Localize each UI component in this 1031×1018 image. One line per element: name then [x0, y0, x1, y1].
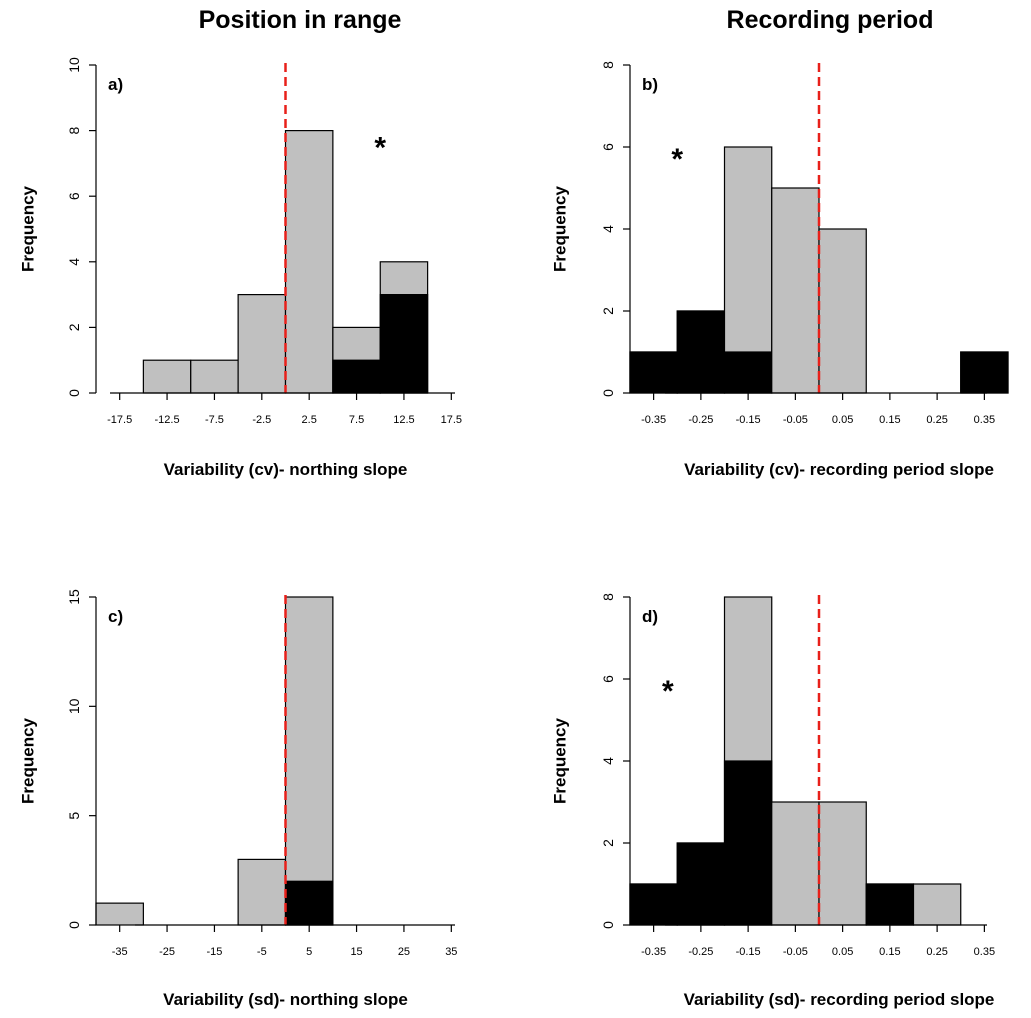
x-axis-label: Variability (cv)- recording period slope [684, 460, 994, 479]
y-tick-label: 15 [66, 589, 82, 605]
x-tick-label: -0.15 [736, 946, 761, 958]
panel-label: c) [108, 607, 123, 626]
bar-significant-8 [960, 351, 1009, 394]
bar-significant-5 [332, 359, 381, 394]
y-tick-label: 0 [600, 921, 616, 929]
x-tick-label: 0.25 [926, 414, 947, 426]
x-tick-label: 0.05 [832, 946, 853, 958]
y-tick-label: 2 [600, 307, 616, 315]
x-tick-label: -25 [159, 946, 175, 958]
bar-total-5 [818, 228, 867, 394]
y-tick-label: 8 [600, 593, 616, 601]
x-tick-label: -17.5 [107, 414, 132, 426]
x-tick-label: 0.05 [832, 414, 853, 426]
bar-total-1 [95, 902, 144, 926]
bar-total-1 [142, 359, 192, 394]
x-tick-label: -0.15 [736, 414, 761, 426]
x-tick-label: -7.5 [205, 414, 224, 426]
x-tick-label: 15 [350, 946, 362, 958]
column-title-left: Position in range [198, 6, 402, 34]
bar-significant-1 [629, 351, 678, 394]
y-tick-label: 10 [66, 698, 82, 714]
x-tick-label: 0.35 [974, 414, 995, 426]
x-tick-label: 0.35 [974, 946, 995, 958]
y-tick-label: 4 [600, 757, 616, 765]
y-axis-label: Frequency [19, 185, 38, 272]
significance-star: * [671, 143, 683, 176]
x-tick-label: -2.5 [252, 414, 271, 426]
x-tick-label: -12.5 [155, 414, 180, 426]
bar-significant-2 [676, 842, 726, 926]
bar-significant-3 [723, 760, 773, 926]
x-axis-label: Variability (sd)- recording period slope [684, 990, 995, 1009]
bar-total-2 [190, 359, 239, 394]
x-tick-label: 12.5 [393, 414, 414, 426]
x-tick-label: 35 [445, 946, 457, 958]
x-tick-label: -0.35 [641, 414, 666, 426]
y-tick-label: 4 [600, 225, 616, 233]
bar-total-5 [818, 801, 867, 926]
bar-significant-2 [676, 310, 726, 394]
x-tick-label: 5 [306, 946, 312, 958]
x-tick-label: 0.15 [879, 946, 900, 958]
x-tick-label: 0.25 [926, 946, 947, 958]
y-tick-label: 2 [66, 323, 82, 331]
y-tick-label: 6 [600, 675, 616, 683]
bar-significant-1 [629, 883, 678, 926]
x-tick-label: -0.25 [688, 946, 713, 958]
y-tick-label: 0 [600, 389, 616, 397]
y-tick-label: 4 [66, 258, 82, 266]
bar-total-4 [771, 801, 820, 926]
x-tick-label: -0.25 [688, 414, 713, 426]
bar-total-4 [284, 130, 334, 394]
panel-label: d) [642, 607, 658, 626]
bar-significant-5 [284, 880, 334, 926]
x-axis-label: Variability (sd)- northing slope [163, 990, 408, 1009]
x-tick-label: 25 [398, 946, 410, 958]
bar-total-4 [771, 187, 820, 394]
bar-significant-6 [379, 294, 429, 394]
y-axis-label: Frequency [551, 717, 570, 804]
y-tick-label: 6 [66, 192, 82, 200]
x-tick-label: -0.05 [783, 414, 808, 426]
significance-star: * [374, 132, 386, 165]
bar-total-5 [284, 596, 334, 926]
y-tick-label: 8 [66, 126, 82, 134]
x-tick-label: -35 [112, 946, 128, 958]
panel-label: a) [108, 75, 123, 94]
bar-significant-3 [723, 351, 773, 394]
bar-total-3 [237, 294, 287, 394]
y-tick-label: 0 [66, 389, 82, 397]
x-tick-label: 17.5 [441, 414, 462, 426]
bar-significant-6 [865, 883, 915, 926]
x-tick-label: -0.35 [641, 946, 666, 958]
x-tick-label: 0.15 [879, 414, 900, 426]
y-axis-label: Frequency [551, 185, 570, 272]
y-tick-label: 2 [600, 839, 616, 847]
bar-total-4 [237, 858, 287, 926]
x-tick-label: 2.5 [302, 414, 317, 426]
x-tick-label: -15 [206, 946, 222, 958]
y-tick-label: 8 [600, 61, 616, 69]
y-tick-label: 10 [66, 57, 82, 73]
significance-star: * [662, 675, 674, 708]
panel-label: b) [642, 75, 658, 94]
x-tick-label: 7.5 [349, 414, 364, 426]
y-tick-label: 0 [66, 921, 82, 929]
bar-total-7 [912, 883, 962, 926]
y-tick-label: 5 [66, 812, 82, 820]
x-tick-label: -0.05 [783, 946, 808, 958]
y-axis-label: Frequency [19, 717, 38, 804]
x-axis-label: Variability (cv)- northing slope [164, 460, 408, 479]
column-title-right: Recording period [726, 6, 934, 34]
y-tick-label: 6 [600, 143, 616, 151]
x-tick-label: -5 [257, 946, 267, 958]
